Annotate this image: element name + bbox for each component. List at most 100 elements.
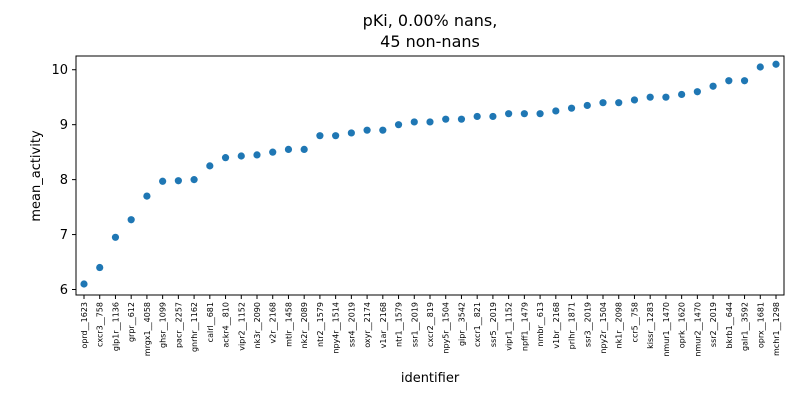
x-axis: oprd__1623 cxcr3__758 glp1r__1136 grpr__612… (80, 295, 781, 357)
data-point (583, 101, 591, 110)
x-tick-label: ccr5__758 (630, 302, 639, 342)
data-point (599, 99, 607, 107)
plot-area (75, 55, 785, 296)
data-point (127, 216, 135, 224)
x-tick-label: oprx__1681 (756, 302, 765, 348)
x-tick-label: ssr3__2019 (583, 302, 592, 347)
x-tick-label: npy4r__1514 (332, 302, 341, 354)
x-tick-label: oprd__1623 (80, 302, 89, 349)
x-tick-label: ackr4__810 (222, 302, 231, 348)
data-point (190, 176, 198, 184)
y-tick-label: 6 (60, 283, 68, 298)
data-point (772, 60, 780, 68)
x-tick-label: mrgx1__4058 (143, 302, 152, 356)
x-tick-label: galr1__3592 (741, 302, 750, 351)
data-point (489, 112, 497, 121)
data-point (520, 110, 528, 118)
x-tick-label: cxcr3__758 (96, 302, 105, 347)
x-tick-label: vipr1__1152 (505, 302, 514, 351)
data-point (379, 126, 387, 134)
x-tick-label: bkrb1__644 (725, 302, 734, 348)
x-tick-label: npy5r__1504 (442, 302, 451, 354)
data-point (662, 93, 670, 101)
chart-title-line-1: pKi, 0.00% nans, (363, 11, 498, 30)
data-point (630, 96, 639, 104)
data-point (253, 151, 261, 159)
data-point (756, 63, 764, 71)
x-tick-label: v2r__2168 (269, 302, 278, 343)
x-tick-label: grpr__612 (127, 302, 136, 342)
data-point (347, 129, 355, 137)
data-point (206, 162, 214, 170)
y-axis: 6 7 8 9 10 (51, 63, 76, 298)
x-tick-label: npy2r__1504 (599, 302, 608, 354)
data-point (410, 118, 418, 126)
x-tick-label: calrl__681 (206, 302, 215, 342)
x-tick-label: oxyr__2174 (363, 302, 372, 348)
data-point (143, 192, 151, 200)
x-tick-label: ntr1__1579 (395, 302, 404, 347)
data-point (394, 121, 403, 129)
x-tick-label: mchr1__1298 (772, 302, 781, 356)
data-point (221, 154, 230, 162)
x-tick-label: gipr__3542 (457, 302, 466, 346)
x-tick-label: kissr__1283 (646, 302, 655, 349)
x-tick-label: ssr5__2019 (489, 302, 498, 347)
data-point (174, 177, 182, 185)
data-point (284, 145, 293, 154)
data-point (442, 115, 450, 123)
data-point (96, 263, 104, 272)
data-point (332, 132, 340, 140)
x-tick-label: nmur2__1470 (693, 302, 702, 357)
data-point (269, 148, 277, 156)
data-point (159, 177, 167, 185)
chart-title-line-2: 45 non-nans (380, 32, 480, 51)
y-tick-label: 8 (60, 173, 68, 188)
x-tick-label: ssr2__2019 (709, 302, 718, 347)
data-point (426, 118, 434, 126)
data-point (80, 280, 88, 288)
x-tick-label: nmbr__613 (536, 302, 545, 347)
x-tick-label: nmur1__1470 (662, 302, 671, 357)
y-axis-label: mean_activity (29, 130, 44, 222)
data-point (552, 107, 560, 115)
x-tick-label: nk1r__2098 (615, 302, 624, 348)
data-point (709, 82, 717, 90)
x-tick-label: ssr1__2019 (410, 302, 419, 347)
data-points (80, 60, 780, 288)
data-point (237, 152, 245, 160)
x-tick-label: nk3r__2090 (253, 302, 262, 348)
x-tick-label: gnrhr__1162 (190, 302, 199, 352)
y-tick-label: 10 (51, 63, 68, 78)
x-axis-label: identifier (401, 371, 460, 386)
data-point (740, 77, 749, 85)
x-tick-label: ssr4__2019 (347, 302, 356, 347)
data-point (316, 132, 324, 140)
data-point (615, 99, 623, 107)
x-tick-label: mtlr__1458 (284, 302, 293, 347)
x-tick-label: v1br__2168 (552, 302, 561, 349)
x-tick-label: cxcr2__819 (426, 302, 435, 347)
x-tick-label: ghsr__1099 (159, 302, 168, 348)
x-tick-label: cxcr1__821 (473, 302, 482, 347)
x-tick-label: vipr2__1152 (237, 302, 246, 351)
data-point (505, 110, 513, 118)
x-tick-label: ntr2__1579 (316, 302, 325, 347)
data-point (725, 77, 733, 85)
x-tick-label: pacr__2257 (174, 302, 183, 348)
data-point (693, 88, 701, 96)
y-tick-label: 7 (60, 228, 68, 243)
x-tick-label: v1ar__2168 (379, 302, 388, 348)
data-point (473, 112, 481, 121)
data-point (536, 110, 544, 118)
data-point (363, 126, 371, 134)
x-tick-label: nk2r__2089 (300, 302, 309, 348)
data-point (646, 93, 654, 101)
data-point (300, 145, 308, 154)
x-tick-label: oprk__1620 (678, 302, 687, 348)
x-tick-label: npff1__1479 (520, 302, 529, 351)
data-point (567, 104, 576, 112)
data-point (111, 233, 120, 241)
x-tick-label: glp1r__1136 (111, 302, 120, 351)
